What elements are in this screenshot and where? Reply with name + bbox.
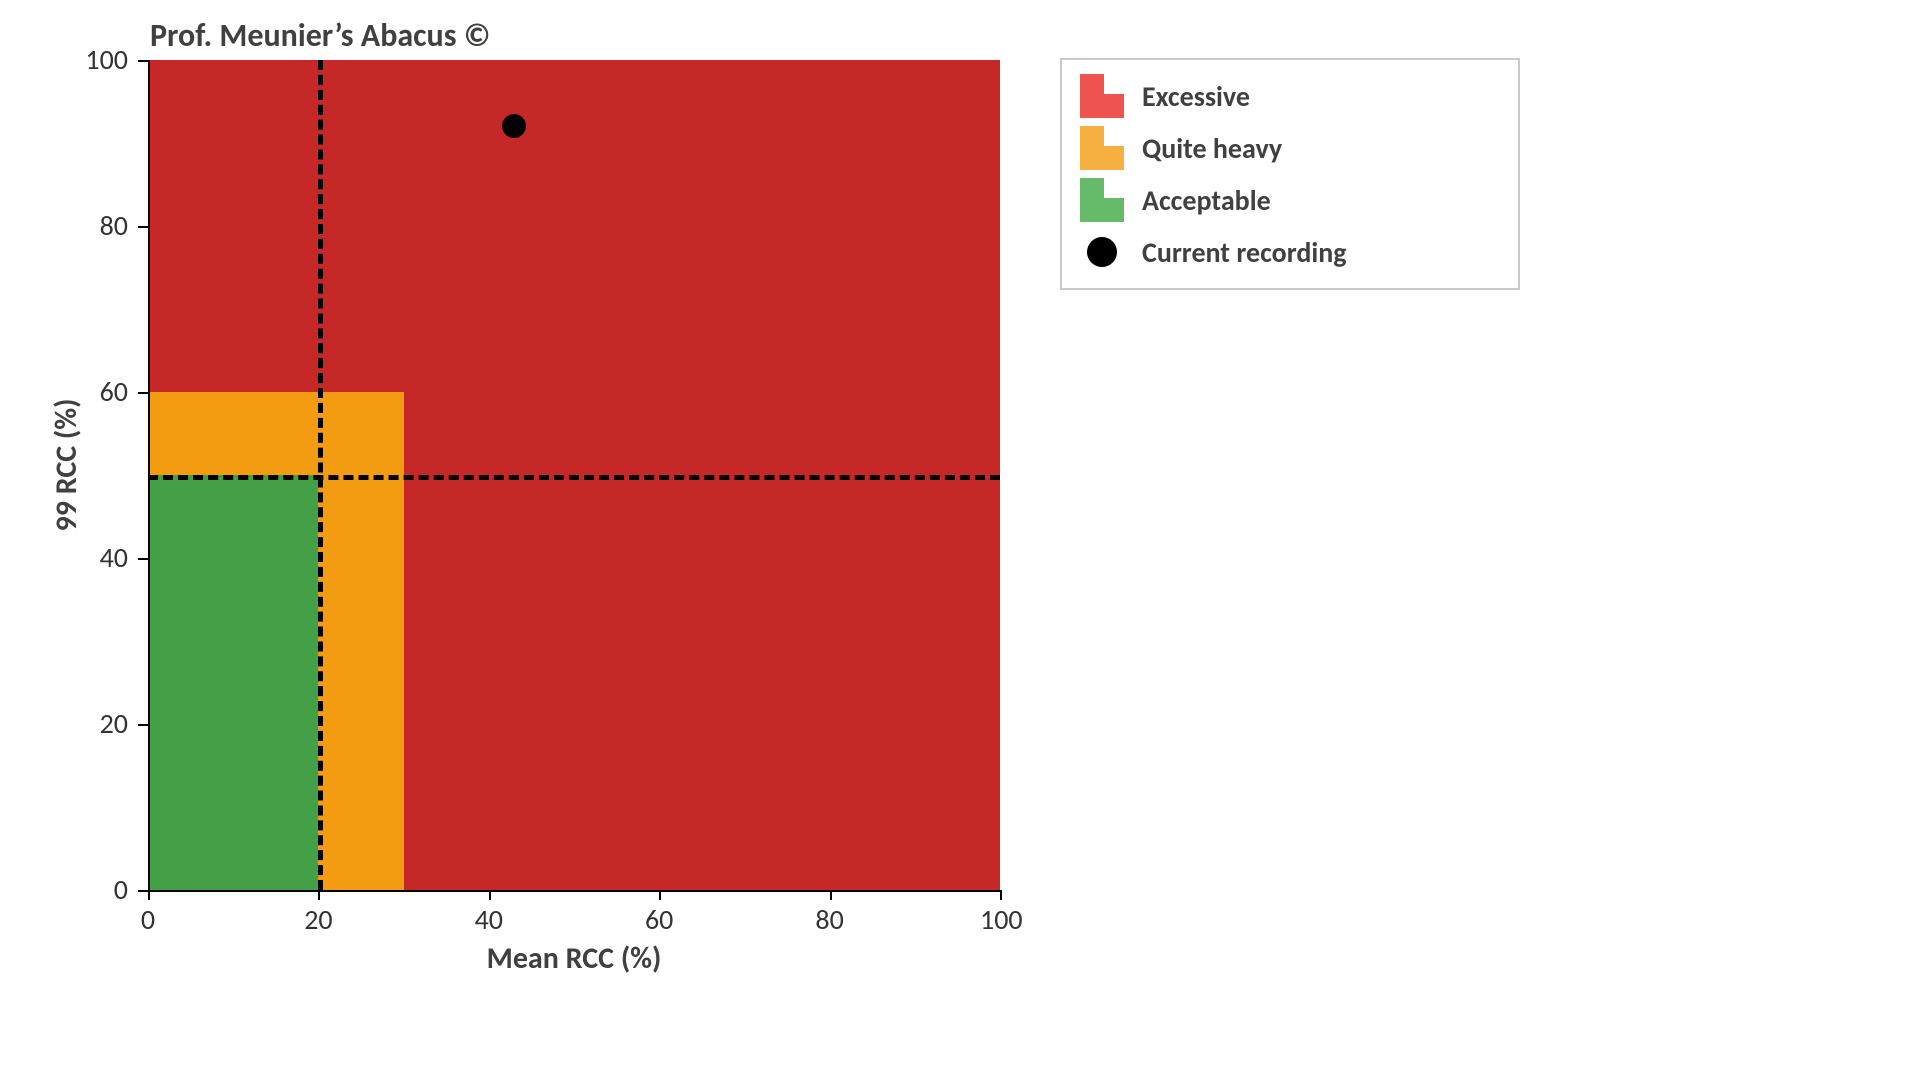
- legend-item-current-recording: Current recording: [1080, 230, 1500, 274]
- legend-swatch-current-recording: [1080, 230, 1124, 274]
- y-tick-label: 80: [68, 208, 128, 243]
- y-tick: [138, 226, 148, 228]
- y-axis-label: 99 RCC (%): [48, 365, 85, 565]
- legend-label: Current recording: [1142, 235, 1347, 270]
- y-tick-label: 100: [68, 42, 128, 77]
- x-tick-label: 0: [128, 902, 168, 937]
- x-tick-label: 20: [298, 902, 338, 937]
- x-tick-label: 60: [639, 902, 679, 937]
- x-tick-label: 40: [469, 902, 509, 937]
- x-axis-line: [148, 890, 1000, 892]
- x-axis-label: Mean RCC (%): [148, 940, 1000, 977]
- legend-label: Excessive: [1142, 79, 1250, 114]
- x-tick: [659, 890, 661, 900]
- legend-item-quite-heavy: Quite heavy: [1080, 126, 1500, 170]
- x-tick: [318, 890, 320, 900]
- y-tick: [138, 890, 148, 892]
- x-tick: [489, 890, 491, 900]
- ref-line-horizontal: [148, 475, 1000, 480]
- legend-label: Quite heavy: [1142, 131, 1282, 166]
- y-tick: [138, 60, 148, 62]
- legend-swatch-quite-heavy: [1080, 126, 1124, 170]
- y-tick-label: 20: [68, 706, 128, 741]
- region-acceptable: [148, 475, 318, 890]
- legend-swatch-acceptable: [1080, 178, 1124, 222]
- legend-item-excessive: Excessive: [1080, 74, 1500, 118]
- legend-swatch-excessive: [1080, 74, 1124, 118]
- y-tick: [138, 724, 148, 726]
- y-tick: [138, 558, 148, 560]
- x-tick-label: 100: [980, 902, 1020, 937]
- chart-title: Prof. Meunier’s Abacus ©: [150, 16, 490, 55]
- legend-label: Acceptable: [1142, 183, 1271, 218]
- legend: Excessive Quite heavy Acceptable Current…: [1060, 58, 1520, 290]
- y-axis-line: [148, 60, 150, 890]
- y-tick: [138, 392, 148, 394]
- x-tick: [148, 890, 150, 900]
- current-recording-point: [502, 114, 526, 138]
- plot-area: [148, 60, 1000, 890]
- x-tick: [830, 890, 832, 900]
- y-tick-label: 0: [68, 872, 128, 907]
- legend-item-acceptable: Acceptable: [1080, 178, 1500, 222]
- x-tick: [1000, 890, 1002, 900]
- x-tick-label: 80: [810, 902, 850, 937]
